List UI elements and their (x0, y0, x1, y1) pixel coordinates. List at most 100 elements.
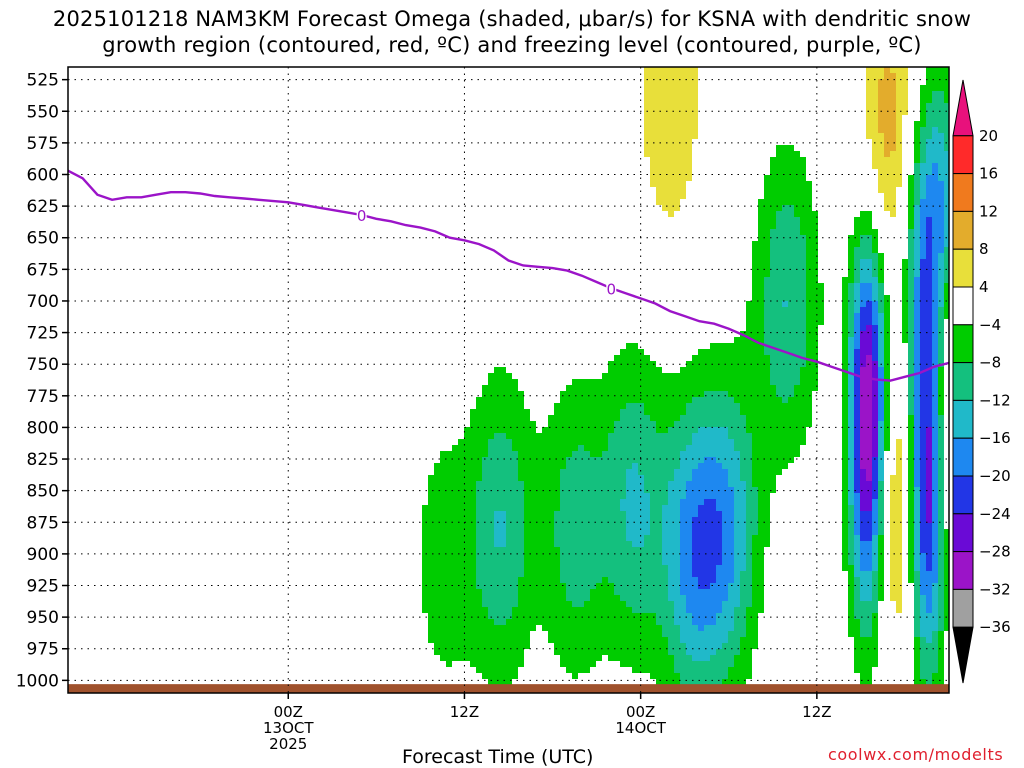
omega-cell (860, 223, 866, 229)
omega-cell (470, 529, 476, 535)
omega-cell (860, 571, 866, 577)
omega-cell (878, 517, 884, 523)
omega-cell (914, 289, 920, 295)
omega-cell (560, 409, 566, 415)
omega-cell (542, 439, 548, 445)
omega-cell (944, 121, 949, 127)
omega-cell (722, 511, 728, 517)
omega-cell (740, 559, 746, 565)
omega-cell (422, 571, 428, 577)
omega-cell (866, 487, 872, 493)
omega-cell (464, 631, 470, 637)
omega-cell (926, 523, 932, 529)
omega-cell (932, 181, 938, 187)
omega-cell (620, 367, 626, 373)
omega-cell (674, 469, 680, 475)
omega-cell (590, 499, 596, 505)
omega-cell (782, 259, 788, 265)
omega-cell (812, 349, 818, 355)
omega-cell (446, 463, 452, 469)
omega-cell (458, 619, 464, 625)
omega-cell (902, 85, 908, 91)
omega-cell (428, 613, 434, 619)
omega-cell (680, 673, 686, 679)
omega-cell (860, 217, 866, 223)
omega-cell (902, 259, 908, 265)
source-credit[interactable]: coolwx.com/modelts (828, 745, 1004, 764)
omega-cell (650, 409, 656, 415)
omega-cell (644, 493, 650, 499)
omega-cell (920, 601, 926, 607)
omega-cell (710, 655, 716, 661)
omega-cell (944, 607, 949, 613)
omega-cell (854, 577, 860, 583)
omega-cell (914, 157, 920, 163)
omega-cell (656, 373, 662, 379)
omega-cell (890, 505, 896, 511)
omega-cell (848, 571, 854, 577)
omega-cell (686, 121, 692, 127)
omega-cell (566, 391, 572, 397)
omega-cell (896, 553, 902, 559)
omega-cell (698, 637, 704, 643)
omega-cell (770, 361, 776, 367)
omega-cell (716, 637, 722, 643)
omega-cell (758, 493, 764, 499)
omega-cell (752, 505, 758, 511)
omega-cell (860, 331, 866, 337)
omega-cell (518, 457, 524, 463)
omega-cell (932, 157, 938, 163)
omega-cell (740, 469, 746, 475)
omega-cell (512, 649, 518, 655)
omega-cell (854, 229, 860, 235)
omega-cell (620, 433, 626, 439)
omega-cell (590, 511, 596, 517)
omega-cell (500, 463, 506, 469)
omega-cell (584, 637, 590, 643)
omega-cell (590, 541, 596, 547)
omega-cell (884, 103, 890, 109)
omega-cell (800, 307, 806, 313)
omega-cell (536, 613, 542, 619)
omega-cell (896, 463, 902, 469)
omega-cell (536, 607, 542, 613)
omega-cell (806, 355, 812, 361)
omega-cell (608, 565, 614, 571)
omega-cell (788, 187, 794, 193)
omega-cell (938, 85, 944, 91)
omega-cell (584, 505, 590, 511)
omega-cell (596, 511, 602, 517)
omega-cell (716, 463, 722, 469)
omega-cell (722, 391, 728, 397)
omega-cell (752, 331, 758, 337)
omega-cell (722, 643, 728, 649)
omega-cell (884, 163, 890, 169)
omega-cell (494, 373, 500, 379)
omega-cell (872, 427, 878, 433)
omega-cell (554, 469, 560, 475)
omega-cell (662, 391, 668, 397)
omega-cell (878, 535, 884, 541)
omega-cell (464, 481, 470, 487)
omega-cell (734, 571, 740, 577)
omega-cell (752, 595, 758, 601)
omega-cell (944, 169, 949, 175)
omega-cell (656, 385, 662, 391)
omega-cell (914, 505, 920, 511)
omega-cell (662, 445, 668, 451)
omega-cell (716, 487, 722, 493)
omega-cell (728, 451, 734, 457)
omega-cell (746, 445, 752, 451)
omega-cell (686, 415, 692, 421)
omega-cell (446, 535, 452, 541)
omega-cell (668, 85, 674, 91)
omega-cell (686, 433, 692, 439)
omega-cell (860, 631, 866, 637)
colorbar-swatch (952, 437, 974, 477)
omega-cell (632, 601, 638, 607)
omega-cell (866, 637, 872, 643)
omega-cell (614, 523, 620, 529)
omega-cell (626, 613, 632, 619)
omega-cell (728, 607, 734, 613)
omega-cell (578, 637, 584, 643)
